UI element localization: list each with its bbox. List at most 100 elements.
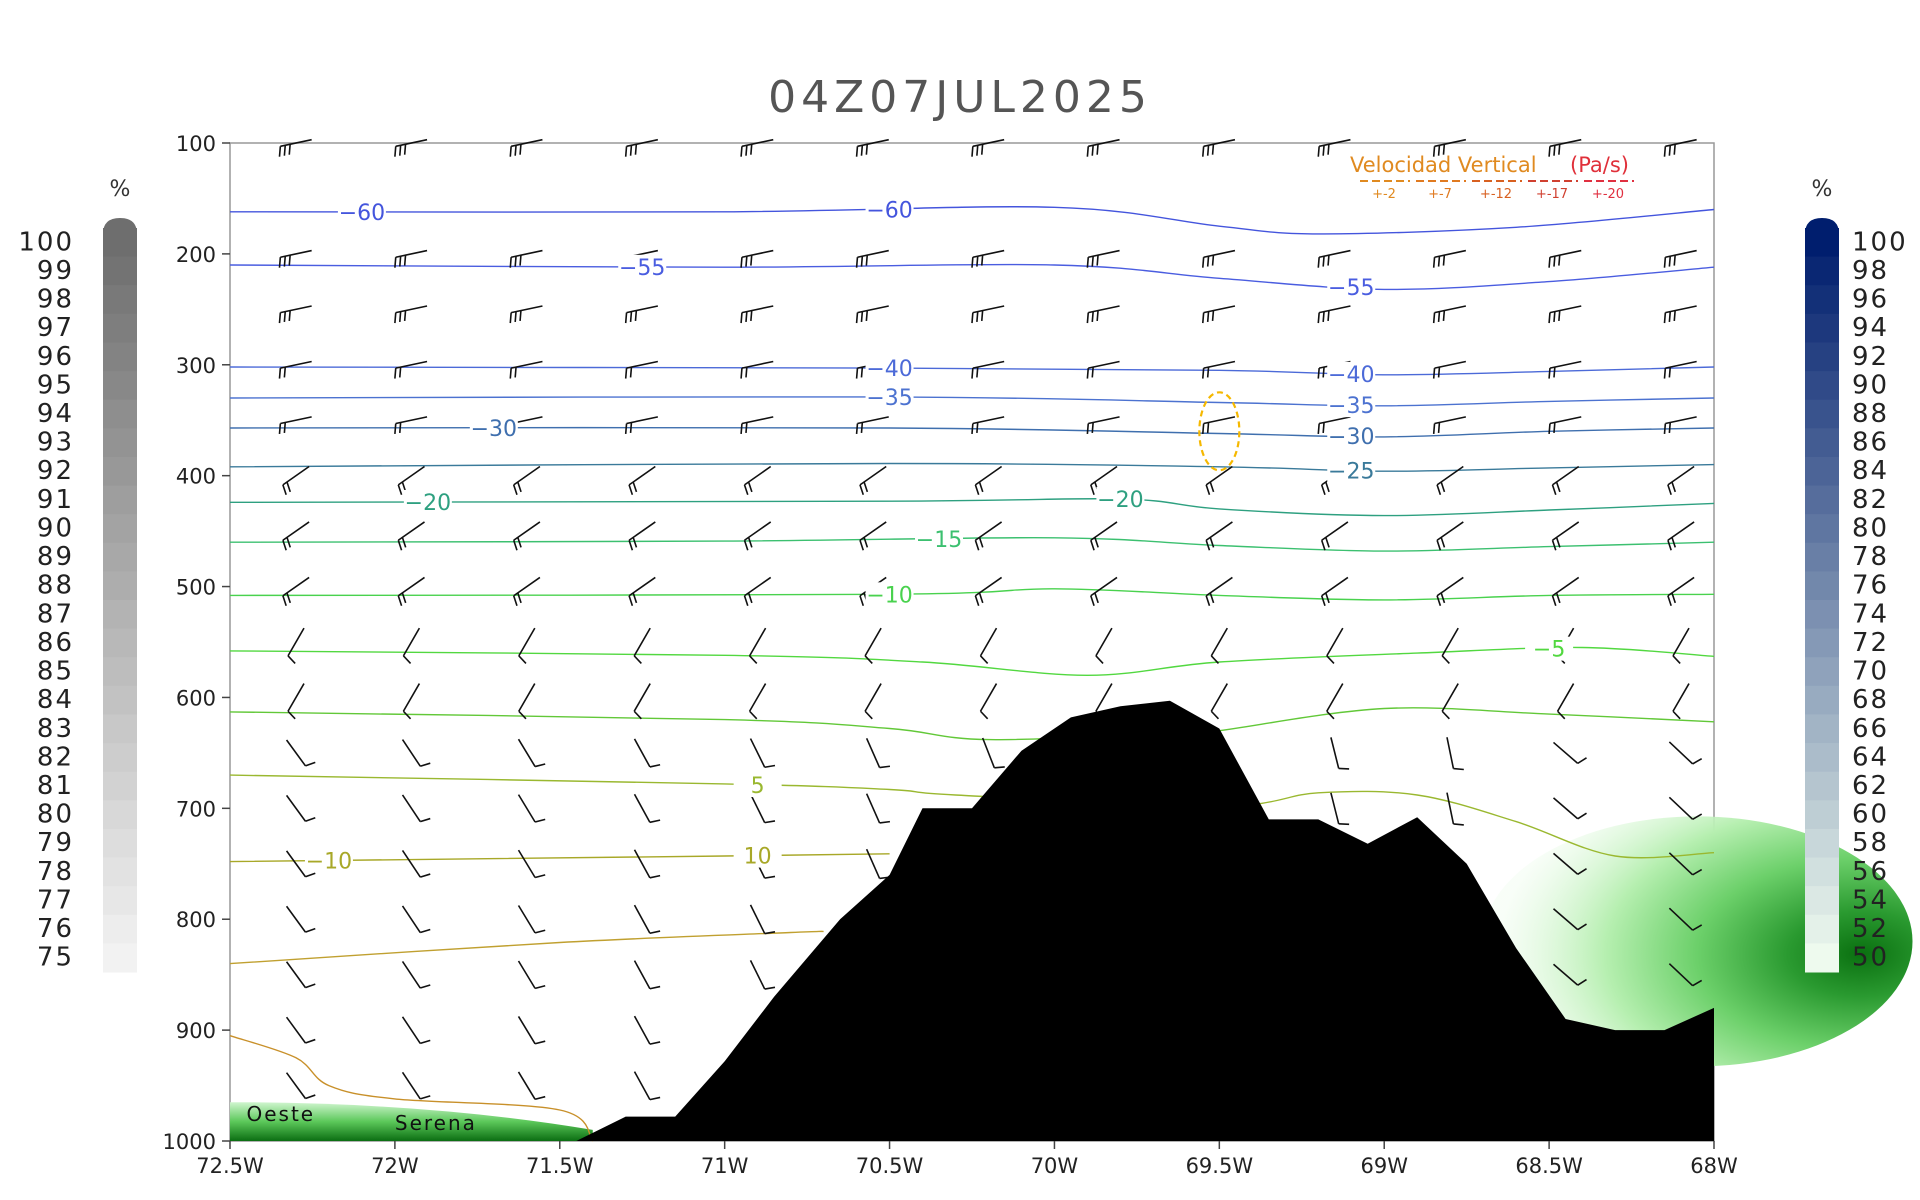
wind-barb-flag	[1442, 144, 1446, 155]
legend-label: 64	[1852, 742, 1889, 772]
vv-legend-label: +-7	[1428, 187, 1452, 202]
wind-barb-staff	[1203, 305, 1236, 314]
wind-barb-flag	[1692, 757, 1703, 765]
wind-barb	[1663, 416, 1697, 434]
wind-barb-flag	[740, 423, 743, 434]
wind-barb-flag	[1320, 540, 1326, 551]
legend-swatch	[103, 285, 137, 315]
wind-barb-flag	[1206, 145, 1210, 156]
contour-label-bg	[1096, 486, 1145, 511]
wind-barb-flag	[1553, 311, 1556, 323]
wind-barb-staff	[628, 576, 656, 597]
wind-barb-flag	[402, 710, 412, 720]
wind-barb	[285, 850, 316, 878]
wind-barb-flag	[1671, 537, 1677, 548]
wind-barb-flag	[1326, 710, 1335, 720]
legend-label: 96	[37, 342, 74, 372]
wind-barb	[971, 360, 1005, 379]
wind-barb	[979, 627, 998, 665]
legend-label: 86	[37, 628, 74, 658]
wind-barb-flag	[971, 368, 974, 379]
wind-barb-staff	[1668, 963, 1694, 987]
legend-swatch	[103, 771, 137, 801]
wind-barb	[278, 305, 312, 324]
wind-barb-staff	[1668, 741, 1694, 765]
wind-barb	[1205, 465, 1233, 496]
legend-swatch	[1805, 371, 1839, 401]
wind-barb-flag	[1091, 311, 1094, 323]
legend-swatch	[103, 628, 137, 658]
y-tick-label: 700	[176, 797, 216, 821]
wind-barb-flag	[286, 592, 292, 604]
wind-barb-flag	[750, 310, 753, 322]
wind-barb-flag	[1091, 367, 1094, 378]
wind-barb-flag	[1090, 595, 1095, 606]
wind-barb-staff	[1434, 360, 1467, 369]
legend-swatch	[1805, 399, 1839, 429]
wind-barb-staff	[285, 794, 307, 822]
wind-barb	[1441, 627, 1459, 665]
legend-label: 98	[37, 285, 74, 315]
wind-barb-staff	[974, 576, 1003, 597]
wind-barb-staff	[1090, 521, 1118, 541]
wind-barb	[1086, 305, 1120, 324]
wind-barb-flag	[649, 819, 661, 824]
wind-barb-staff	[513, 576, 541, 597]
wind-barb-staff	[285, 1016, 307, 1044]
wind-barb-staff	[626, 305, 659, 314]
humidity-legend-right: % 100989694929088868482807876747270686664…	[1805, 177, 1906, 973]
wind-barb-flag	[287, 655, 296, 665]
wind-barb-staff	[395, 249, 428, 259]
wind-barb-flag	[649, 985, 661, 990]
wind-barb-staff	[1552, 852, 1579, 875]
wind-barb	[1432, 138, 1467, 157]
wind-barb-flag	[743, 540, 749, 551]
wind-barb	[633, 849, 661, 879]
wind-barb-staff	[1330, 792, 1340, 825]
wind-barb	[397, 576, 425, 606]
contour-label: −35	[866, 386, 912, 411]
contour-label: −55	[1328, 276, 1374, 301]
wind-barb-staff	[1205, 521, 1233, 541]
wind-barb-flag	[855, 257, 859, 268]
x-tick-label: 68W	[1690, 1154, 1738, 1178]
wind-barb-staff	[401, 905, 421, 933]
wind-barb	[1330, 737, 1350, 770]
contour-label: 5	[751, 774, 765, 799]
contour-label-bg	[469, 415, 518, 440]
wind-barb-flag	[1692, 924, 1703, 931]
wind-barb-flag	[401, 537, 407, 548]
wind-barb	[401, 1071, 431, 1100]
wind-barb-flag	[288, 144, 291, 155]
contour-labels: −60 −60−55−55−40 −40−35 −35−30 −30−25−20 −20−…	[304, 197, 1574, 874]
wind-barb-flag	[420, 873, 431, 878]
wind-barb-flag	[750, 144, 753, 155]
wind-barb-staff	[859, 521, 887, 541]
legend-label: 66	[1852, 714, 1889, 744]
wind-barb	[518, 627, 536, 665]
wind-barb-staff	[285, 961, 307, 989]
wind-barb-flag	[978, 537, 984, 548]
wind-barb-flag	[1322, 256, 1325, 267]
wind-barb-flag	[629, 145, 633, 156]
wind-barb-staff	[1090, 465, 1118, 486]
wind-barb-staff	[510, 305, 543, 314]
wind-barb	[633, 1071, 661, 1101]
wind-barb-staff	[1446, 737, 1455, 769]
wind-barb-flag	[1317, 146, 1320, 157]
legend-swatch	[103, 914, 137, 944]
wind-barb	[278, 360, 312, 379]
wind-barb-staff	[1203, 360, 1236, 369]
wind-barb	[1086, 138, 1120, 157]
wind-barb-flag	[865, 144, 869, 155]
wind-barb-flag	[1453, 767, 1464, 771]
wind-barb-staff	[1552, 908, 1579, 931]
wind-barb-flag	[420, 1095, 431, 1100]
place-label: Serena	[395, 1111, 477, 1135]
wind-barb-flag	[278, 423, 282, 434]
wind-barb-flag	[1211, 255, 1215, 266]
wind-barb-flag	[514, 367, 517, 378]
wind-barb-staff	[1095, 627, 1113, 657]
wind-barb	[1317, 305, 1351, 324]
wind-barb-flag	[1442, 310, 1446, 322]
